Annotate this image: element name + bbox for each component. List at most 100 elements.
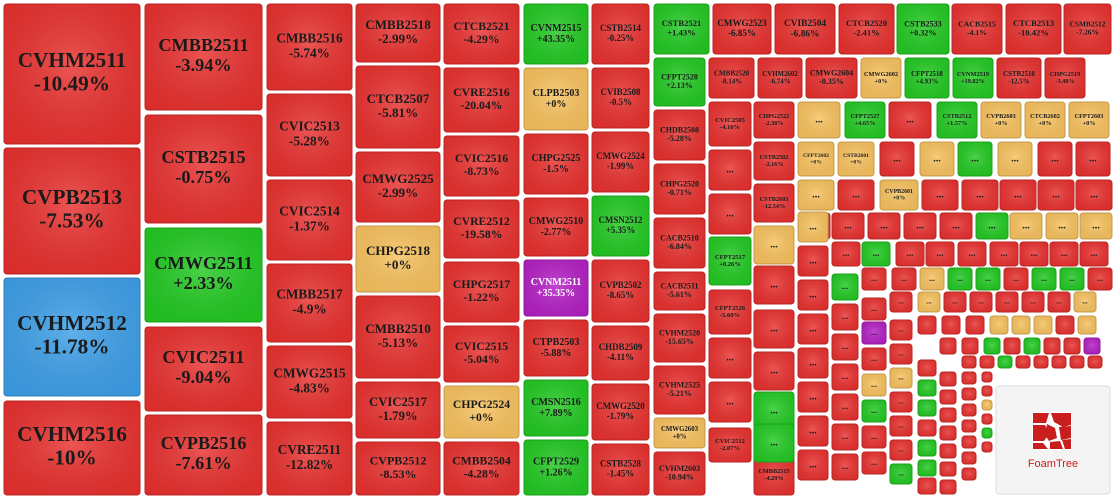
tile-ellipsis: ... [871, 458, 877, 467]
tile [961, 403, 977, 417]
tile: CFPT2603+0% [1068, 101, 1110, 139]
tile-shine [940, 480, 956, 494]
tile-shine [998, 356, 1012, 368]
tile: CSTB2502-2.16% [753, 141, 795, 181]
tile-name: CVPB2502 [600, 280, 643, 290]
tile-ellipsis: ... [929, 274, 935, 283]
tile: CFPT2518+4.93% [904, 57, 950, 99]
tile: ... [995, 291, 1019, 313]
tile-ellipsis: ... [809, 221, 817, 232]
tile-shine [832, 394, 858, 420]
tile-change: +0% [469, 411, 493, 424]
tile-shine [918, 420, 936, 436]
tile [917, 379, 937, 397]
tile-shine [832, 364, 858, 390]
tile: CMWG2604-0.35% [805, 57, 858, 99]
tile-change: -2.16% [764, 161, 783, 168]
tile-name: CTCB2602 [1030, 113, 1060, 120]
tile-change: -6.74% [769, 78, 790, 85]
tile-name: CVIC2505 [715, 117, 746, 124]
tile: CTCB2513-10.42% [1005, 3, 1062, 55]
tile-shine [832, 213, 864, 239]
tile-change: +0% [995, 120, 1008, 127]
tile-shine [958, 242, 986, 266]
tile [1023, 337, 1041, 355]
tile-ellipsis: ... [898, 469, 904, 478]
tile-shine [654, 4, 709, 54]
tile-change: +0% [875, 78, 888, 85]
tile [961, 387, 977, 401]
tile-change: -0.75% [175, 167, 231, 187]
tile-name: CHPG2518 [366, 243, 431, 258]
tile-shine [922, 180, 958, 210]
tile [1051, 355, 1067, 369]
tile-name: CVNM2511 [531, 277, 582, 288]
tile: CVIC2505-4.16% [708, 101, 752, 147]
tile-change: -7.26% [1076, 28, 1099, 37]
tile [939, 371, 957, 387]
tile: CVHM2602-6.74% [757, 57, 803, 99]
tile-shine [976, 213, 1008, 239]
tile-ellipsis: ... [1030, 297, 1036, 306]
tile: CVHM2511-10.49% [3, 3, 141, 145]
tile-ellipsis: ... [898, 445, 904, 454]
tile: ... [1075, 141, 1111, 177]
tile-change: +1.26% [539, 467, 572, 478]
tile-shine [267, 422, 352, 495]
tile-shine [1064, 338, 1080, 354]
tile-shine [654, 164, 705, 214]
tile: ... [969, 291, 993, 313]
tile-shine [832, 454, 858, 480]
tile: CFPT2517+0.26% [708, 236, 752, 286]
tile-shine [444, 4, 519, 64]
tile-shine [920, 142, 954, 176]
tile-change: -5.21% [667, 389, 692, 398]
tile-ellipsis: ... [1056, 297, 1062, 306]
tile: CVPB2603+0% [980, 101, 1022, 139]
tile: ... [753, 351, 795, 391]
tile-change: +35.35% [537, 288, 575, 299]
tile-ellipsis: ... [770, 279, 778, 290]
tile-shine [862, 452, 886, 474]
tile: CMBB2504-4.28% [443, 441, 520, 496]
tile [941, 315, 961, 335]
tile-shine [798, 314, 828, 344]
tile-shine [267, 4, 352, 90]
tile-shine [1024, 338, 1040, 354]
tile: ... [1087, 267, 1113, 291]
tile-name: CVIC2513 [279, 119, 340, 134]
tile: CVPB2601+0% [879, 179, 919, 211]
tile-ellipsis: ... [937, 249, 944, 259]
tile-ellipsis: ... [1058, 220, 1066, 231]
tile: ... [947, 267, 973, 291]
tile-shine [798, 246, 828, 276]
tile-shine [1004, 338, 1020, 354]
tile [939, 389, 957, 405]
tile-shine [982, 400, 992, 410]
tile: CVNM2519+19.82% [952, 57, 994, 99]
tile: ... [861, 267, 887, 291]
tile-ellipsis: ... [726, 208, 734, 219]
tile-change: +4.65% [855, 120, 876, 127]
tile-ellipsis: ... [812, 189, 820, 200]
tile: ... [1021, 291, 1045, 313]
tile-change: -4.28% [463, 468, 499, 481]
tile-name: CSTB2515 [161, 147, 245, 167]
tile-ellipsis: ... [1061, 249, 1068, 259]
tile-shine [709, 338, 751, 378]
tile-ellipsis: ... [842, 431, 849, 441]
tile: ... [708, 381, 752, 423]
tile [981, 371, 993, 383]
tile-shine [1016, 356, 1030, 368]
tile-shine [940, 213, 972, 239]
tile: ... [891, 267, 917, 291]
tile: CVPB2516-7.61% [144, 414, 263, 496]
tile-change: +1.57% [947, 120, 968, 127]
tile [961, 337, 979, 355]
tile-shine [980, 356, 994, 368]
tile: CSTB2512+1.57% [936, 101, 978, 139]
tile: ... [837, 179, 875, 211]
tile-shine [861, 58, 901, 98]
tile-shine [1080, 213, 1112, 239]
tile-change: -2.99% [378, 185, 418, 200]
